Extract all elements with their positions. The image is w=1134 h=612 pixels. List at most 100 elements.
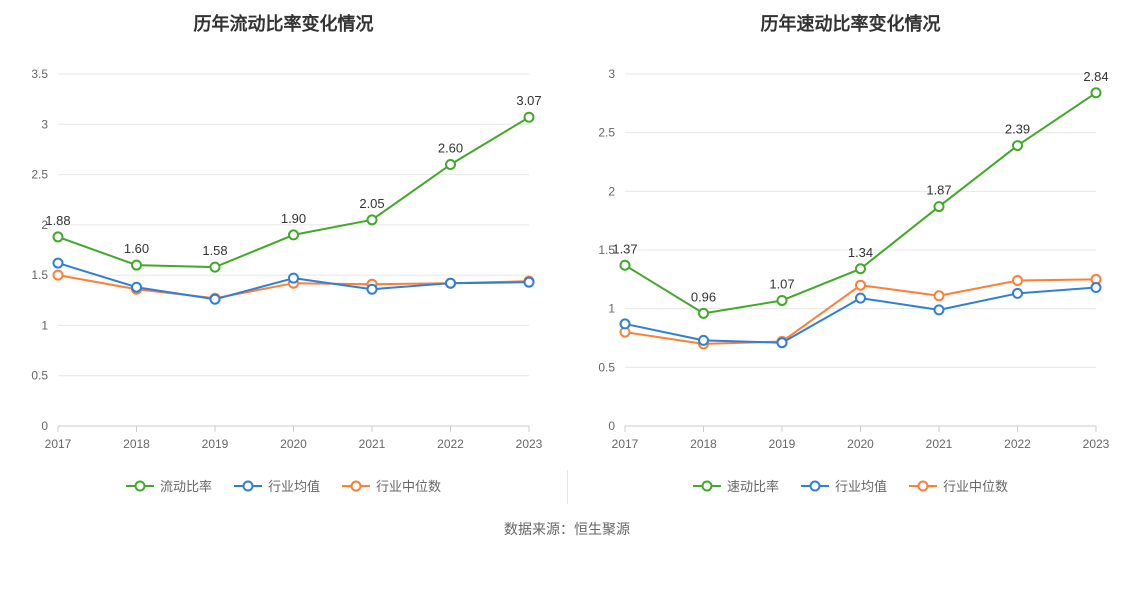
y-tick-label: 1 [41,318,48,332]
series-marker-avg [54,259,63,268]
value-label-primary: 1.07 [769,276,794,291]
value-label-primary: 2.39 [1005,122,1030,137]
series-marker-primary [525,113,534,122]
x-tick-label: 2017 [45,437,72,451]
value-label-primary: 1.88 [45,213,70,228]
series-marker-median [935,291,944,300]
chart-panel-current-ratio: 历年流动比率变化情况 00.511.522.533.52017201820192… [0,0,567,501]
value-label-primary: 2.84 [1083,69,1108,84]
legend-swatch-primary [126,479,154,493]
value-label-primary: 1.90 [281,211,306,226]
y-tick-label: 0 [41,419,48,433]
series-marker-avg [446,279,455,288]
legend-item-avg[interactable]: 行业均值 [801,476,887,495]
series-marker-primary [446,160,455,169]
value-label-primary: 2.60 [438,141,463,156]
value-label-primary: 2.05 [359,196,384,211]
x-tick-label: 2017 [612,437,639,451]
series-marker-median [1013,276,1022,285]
legend-label-avg: 行业均值 [835,476,887,495]
series-marker-avg [1092,283,1101,292]
data-source-label: 数据来源：恒生聚源 [0,501,1134,539]
y-tick-label: 2.5 [31,168,48,182]
x-tick-label: 2022 [437,437,464,451]
y-tick-label: 1.5 [31,268,48,282]
legend-swatch-primary [693,479,721,493]
panel-divider [567,470,568,504]
x-tick-label: 2019 [769,437,796,451]
series-marker-avg [778,338,787,347]
series-marker-primary [935,202,944,211]
legend-swatch-median [342,479,370,493]
value-label-primary: 1.34 [848,245,873,260]
legend-label-median: 行业中位数 [943,476,1008,495]
series-marker-primary [778,296,787,305]
legend-item-median[interactable]: 行业中位数 [342,476,441,495]
series-marker-avg [525,278,534,287]
series-marker-primary [132,261,141,270]
series-marker-avg [621,319,630,328]
x-tick-label: 2021 [926,437,953,451]
legend-label-primary: 流动比率 [160,476,212,495]
chart-area-current-ratio: 00.511.522.533.5201720182019202020212022… [10,46,557,466]
series-marker-avg [368,285,377,294]
y-tick-label: 1 [608,302,615,316]
legend-quick-ratio: 速动比率 行业均值 行业中位数 [577,466,1124,501]
legend-swatch-median [909,479,937,493]
legend-item-median[interactable]: 行业中位数 [909,476,1008,495]
series-marker-primary [54,232,63,241]
series-marker-primary [289,230,298,239]
series-marker-median [856,281,865,290]
series-marker-avg [132,283,141,292]
series-marker-avg [211,295,220,304]
y-tick-label: 0 [608,419,615,433]
y-tick-label: 2 [608,184,615,198]
chart-area-quick-ratio: 00.511.522.53201720182019202020212022202… [577,46,1124,466]
legend-item-primary[interactable]: 流动比率 [126,476,212,495]
series-marker-avg [699,336,708,345]
chart-title-quick-ratio: 历年速动比率变化情况 [577,10,1124,36]
series-marker-avg [935,305,944,314]
chart-svg: 00.511.522.53201720182019202020212022202… [577,46,1124,466]
series-marker-primary [368,215,377,224]
legend-swatch-avg [801,479,829,493]
legend-swatch-avg [234,479,262,493]
series-marker-primary [1013,141,1022,150]
series-marker-primary [856,264,865,273]
legend-label-avg: 行业均值 [268,476,320,495]
series-marker-primary [1092,88,1101,97]
y-tick-label: 3 [41,117,48,131]
page: 历年流动比率变化情况 0 0.5 1 1.5 2 2.5 3 3.5 2017 2018 2019 2… [0,0,1134,612]
series-marker-primary [621,261,630,270]
series-marker-avg [289,274,298,283]
y-tick-label: 0.5 [31,369,48,383]
series-marker-avg [1013,289,1022,298]
x-tick-label: 2021 [359,437,386,451]
x-tick-label: 2023 [516,437,543,451]
value-label-primary: 0.96 [691,289,716,304]
legend-current-ratio: 流动比率 行业均值 行业中位数 [10,466,557,501]
legend-item-avg[interactable]: 行业均值 [234,476,320,495]
value-label-primary: 3.07 [516,93,541,108]
series-marker-median [54,271,63,280]
legend-item-primary[interactable]: 速动比率 [693,476,779,495]
series-marker-primary [699,309,708,318]
y-tick-label: 3.5 [31,67,48,81]
x-tick-label: 2018 [123,437,150,451]
x-tick-label: 2020 [847,437,874,451]
value-label-primary: 1.60 [124,241,149,256]
legend-label-median: 行业中位数 [376,476,441,495]
legend-label-primary: 速动比率 [727,476,779,495]
series-marker-avg [856,294,865,303]
y-tick-label: 2.5 [598,126,615,140]
charts-row: 历年流动比率变化情况 0 0.5 1 1.5 2 2.5 3 3.5 2017 2018 2019 2… [0,0,1134,501]
value-label-primary: 1.87 [926,183,951,198]
chart-svg: 00.511.522.533.5201720182019202020212022… [10,46,557,466]
chart-panel-quick-ratio: 历年速动比率变化情况 00.511.522.532017201820192020… [567,0,1134,501]
y-tick-label: 3 [608,67,615,81]
chart-title-current-ratio: 历年流动比率变化情况 [10,10,557,36]
x-tick-label: 2020 [280,437,307,451]
value-label-primary: 1.58 [202,243,227,258]
y-tick-label: 0.5 [598,360,615,374]
x-tick-label: 2019 [202,437,229,451]
